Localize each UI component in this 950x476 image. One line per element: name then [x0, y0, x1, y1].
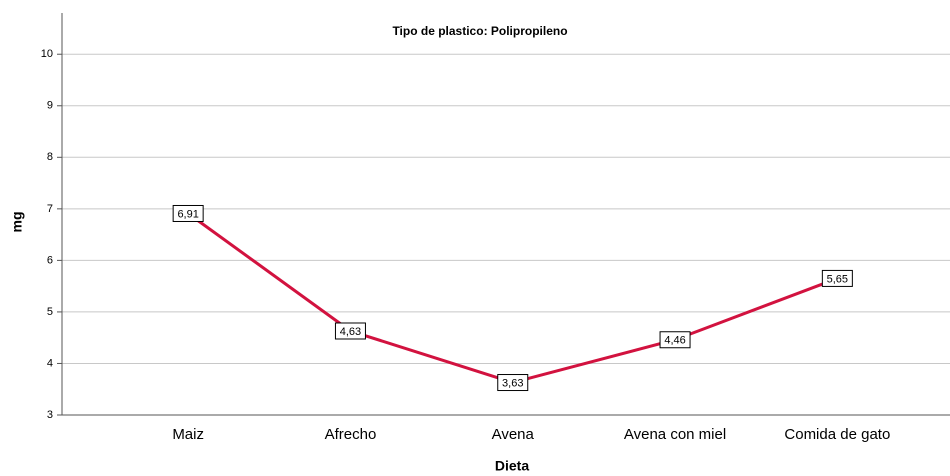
- value-label-box: [659, 331, 691, 349]
- x-tick-label: Maiz: [172, 426, 204, 443]
- value-label: 4,46: [664, 335, 685, 347]
- x-tick-label: Afrecho: [325, 426, 377, 443]
- y-tick-label: 4: [47, 357, 53, 369]
- chart-title: Tipo de plastico: Polipropileno: [392, 24, 567, 38]
- x-tick-label: Avena: [492, 426, 535, 443]
- y-tick-label: 5: [47, 306, 53, 318]
- y-axis-title: mg: [9, 212, 25, 233]
- value-label: 6,91: [177, 208, 198, 220]
- y-tick-label: 9: [47, 100, 53, 112]
- value-label-box: [172, 204, 204, 222]
- y-tick-label: 6: [47, 254, 53, 266]
- value-label-box: [497, 374, 529, 392]
- y-tick-label: 3: [47, 409, 53, 421]
- value-label: 3,63: [502, 377, 523, 389]
- y-tick-label: 7: [47, 203, 53, 215]
- y-tick-label: 10: [41, 48, 53, 60]
- x-axis-title: Dieta: [495, 458, 529, 474]
- x-tick-label: Comida de gato: [784, 426, 890, 443]
- x-tick-label: Avena con miel: [624, 426, 726, 443]
- value-label-box: [334, 322, 366, 340]
- y-tick-label: 8: [47, 151, 53, 163]
- value-label-box: [821, 269, 853, 287]
- value-label: 4,63: [340, 326, 361, 338]
- value-label: 5,65: [827, 273, 848, 285]
- data-line: [187, 212, 838, 385]
